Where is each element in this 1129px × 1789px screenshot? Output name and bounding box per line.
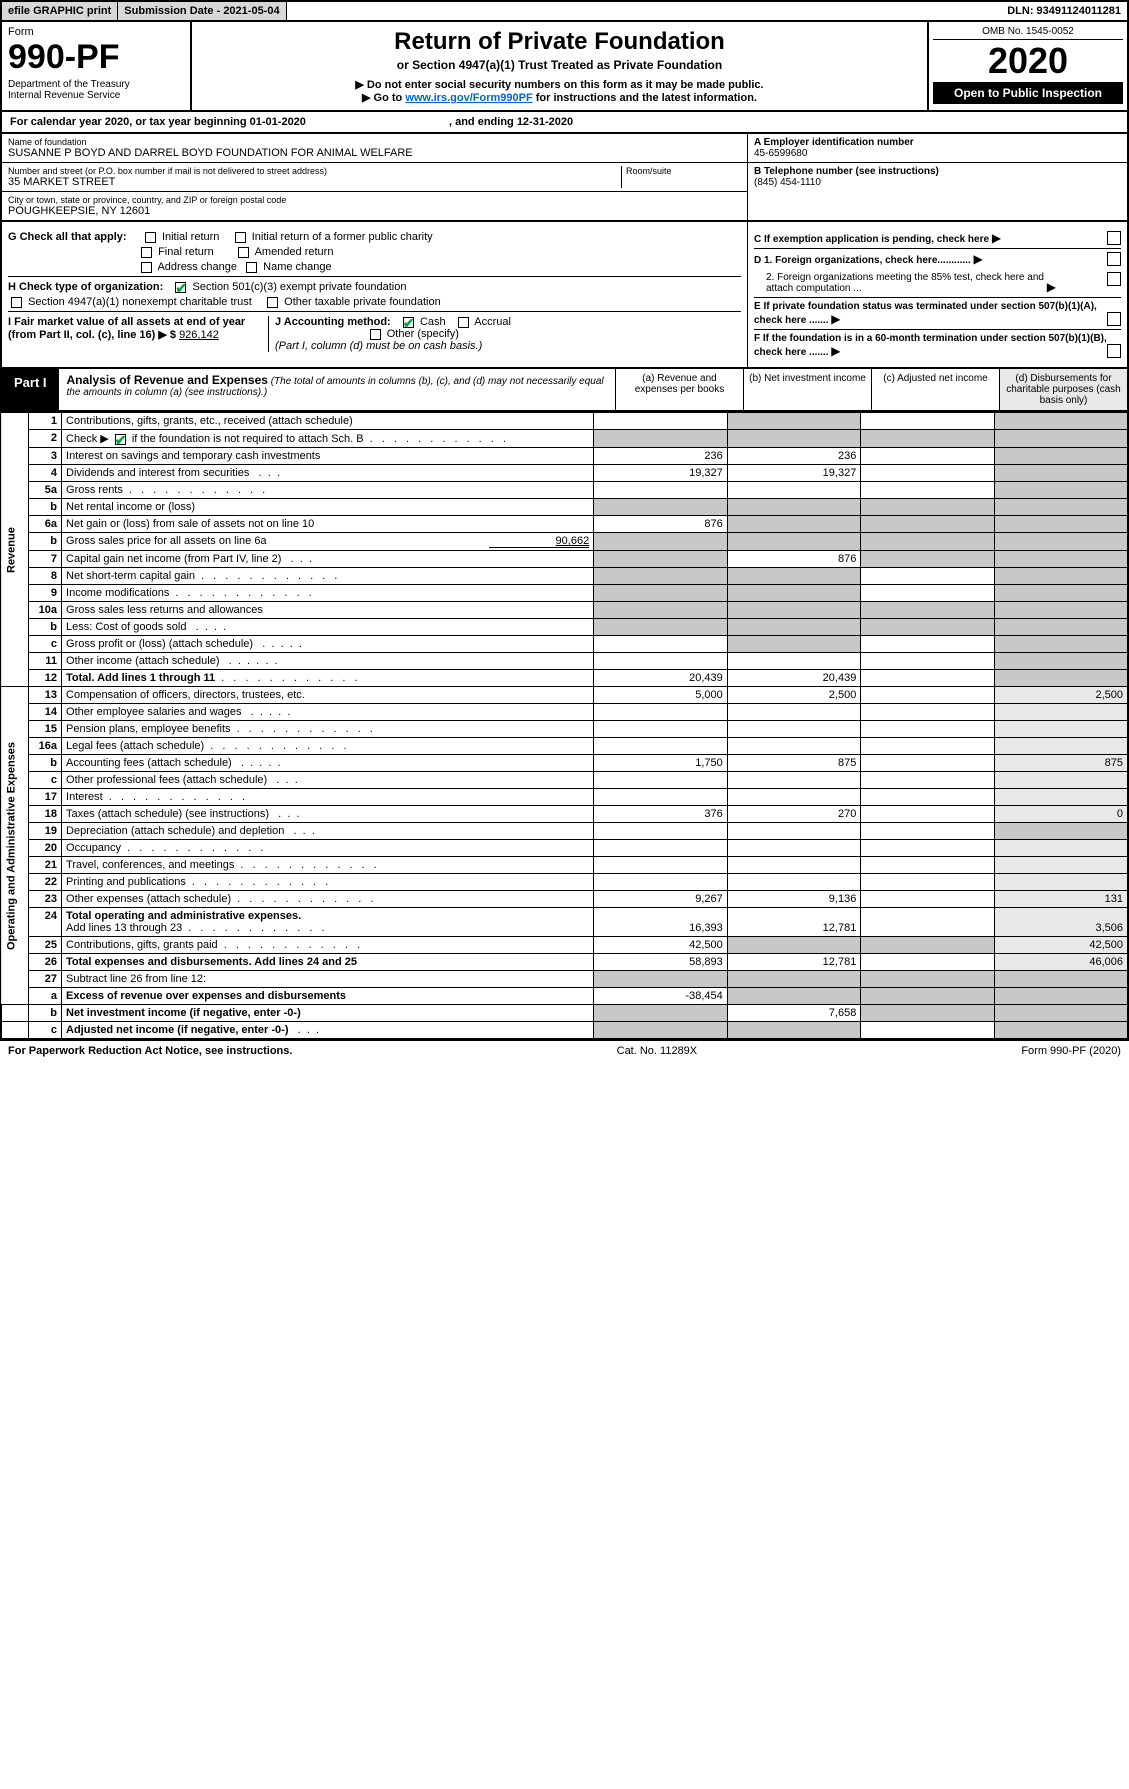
city-state-zip: POUGHKEEPSIE, NY 12601 (8, 205, 741, 217)
telephone: (845) 454-1110 (754, 177, 821, 188)
ck-501c3[interactable] (175, 282, 186, 293)
f-text: F If the foundation is in a 60-month ter… (754, 333, 1107, 358)
ck-f[interactable] (1107, 344, 1121, 358)
foundation-name: SUSANNE P BOYD AND DARREL BOYD FOUNDATIO… (8, 147, 741, 159)
city-label: City or town, state or province, country… (8, 195, 741, 205)
ck-4947[interactable] (11, 297, 22, 308)
col-b-hdr: (b) Net investment income (743, 369, 871, 410)
checkbox-section: G Check all that apply: Initial return I… (0, 222, 1129, 369)
dept: Department of the Treasury (8, 79, 184, 90)
open-inspection: Open to Public Inspection (933, 82, 1123, 104)
j-label: J Accounting method: (275, 316, 391, 328)
ck-addr-change[interactable] (141, 262, 152, 273)
ck-d1[interactable] (1107, 252, 1121, 266)
ck-e[interactable] (1107, 312, 1121, 326)
part1-header: Part I Analysis of Revenue and Expenses … (0, 369, 1129, 412)
ck-c[interactable] (1107, 231, 1121, 245)
paperwork-notice: For Paperwork Reduction Act Notice, see … (8, 1045, 292, 1057)
ck-cash[interactable] (403, 317, 414, 328)
c-text: C If exemption application is pending, c… (754, 234, 989, 245)
col-c-hdr: (c) Adjusted net income (871, 369, 999, 410)
street-address: 35 MARKET STREET (8, 176, 621, 188)
ck-final-return[interactable] (141, 247, 152, 258)
ck-accrual[interactable] (458, 317, 469, 328)
ck-initial-former[interactable] (235, 232, 246, 243)
goto-prefix: ▶ Go to (362, 92, 405, 104)
h-label: H Check type of organization: (8, 281, 163, 293)
j-note: (Part I, column (d) must be on cash basi… (275, 340, 482, 352)
ck-initial-return[interactable] (145, 232, 156, 243)
irs-link[interactable]: www.irs.gov/Form990PF (405, 92, 532, 104)
ck-other-method[interactable] (370, 329, 381, 340)
form-number: 990-PF (8, 38, 184, 77)
e-text: E If private foundation status was termi… (754, 301, 1097, 326)
d1-text: D 1. Foreign organizations, check here..… (754, 255, 971, 266)
addr-label: Number and street (or P.O. box number if… (8, 166, 621, 176)
name-label: Name of foundation (8, 137, 741, 147)
expenses-section-label: Operating and Administrative Expenses (1, 687, 28, 1005)
form-ref: Form 990-PF (2020) (1021, 1045, 1121, 1057)
calendar-year-row: For calendar year 2020, or tax year begi… (0, 112, 1129, 134)
cat-no: Cat. No. 11289X (617, 1045, 698, 1057)
efile-button[interactable]: efile GRAPHIC print (2, 2, 118, 20)
ck-name-change[interactable] (246, 262, 257, 273)
form-title: Return of Private Foundation (198, 28, 921, 56)
ssn-warning: ▶ Do not enter social security numbers o… (355, 79, 763, 91)
col-d-hdr: (d) Disbursements for charitable purpose… (999, 369, 1127, 410)
d2-text: 2. Foreign organizations meeting the 85%… (754, 272, 1044, 294)
fmv-value: 926,142 (179, 329, 219, 341)
page-footer: For Paperwork Reduction Act Notice, see … (0, 1040, 1129, 1061)
part1-table: Revenue 1Contributions, gifts, grants, e… (0, 412, 1129, 1040)
revenue-section-label: Revenue (1, 413, 28, 687)
dln: DLN: 93491124011281 (1001, 2, 1127, 20)
form-header: Form 990-PF Department of the Treasury I… (0, 22, 1129, 112)
ein: 45-6599680 (754, 148, 807, 159)
entity-info: Name of foundation SUSANNE P BOYD AND DA… (0, 134, 1129, 222)
part1-title: Analysis of Revenue and Expenses (67, 373, 268, 387)
irs: Internal Revenue Service (8, 90, 184, 101)
col-a-hdr: (a) Revenue and expenses per books (615, 369, 743, 410)
room-label: Room/suite (626, 166, 741, 176)
g-label: G Check all that apply: (8, 231, 127, 243)
ein-label: A Employer identification number (754, 137, 914, 148)
top-bar: efile GRAPHIC print Submission Date - 20… (0, 0, 1129, 22)
submission-date: Submission Date - 2021-05-04 (118, 2, 286, 20)
ck-sch-b[interactable] (115, 434, 126, 445)
ck-d2[interactable] (1107, 272, 1121, 286)
tax-year: 2020 (933, 40, 1123, 82)
tel-label: B Telephone number (see instructions) (754, 166, 939, 177)
ck-amended[interactable] (238, 247, 249, 258)
omb: OMB No. 1545-0052 (933, 26, 1123, 40)
goto-suffix: for instructions and the latest informat… (533, 92, 757, 104)
form-subtitle: or Section 4947(a)(1) Trust Treated as P… (198, 58, 921, 72)
part1-label: Part I (2, 369, 59, 410)
ck-other-taxable[interactable] (267, 297, 278, 308)
form-label: Form (8, 26, 184, 38)
